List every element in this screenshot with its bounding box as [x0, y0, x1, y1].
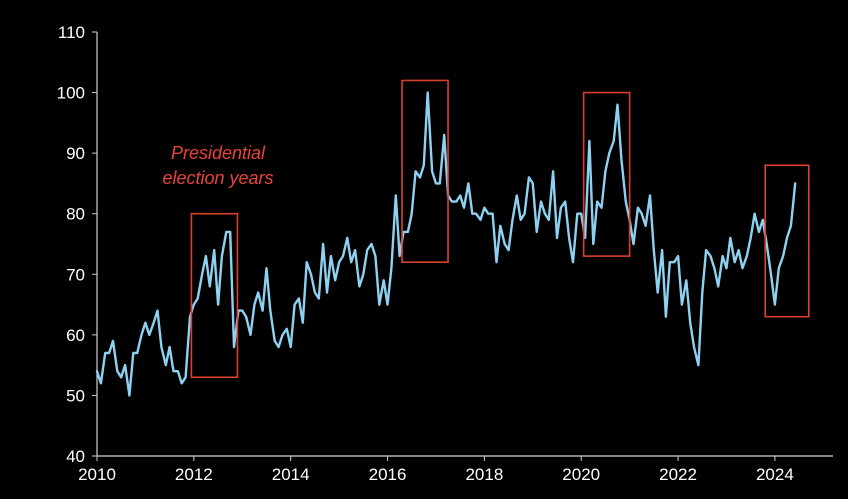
x-tick-label: 2010 — [78, 465, 116, 484]
x-tick-label: 2014 — [272, 465, 310, 484]
series — [95, 91, 797, 397]
highlight-boxes — [190, 79, 810, 379]
y-tick-label: 40 — [66, 447, 85, 466]
x-tick-label: 2024 — [756, 465, 794, 484]
y-tick-label: 70 — [66, 265, 85, 284]
election-year-box — [764, 164, 810, 318]
axes — [96, 32, 833, 457]
series-line — [95, 91, 797, 397]
x-tick-label: 2018 — [465, 465, 503, 484]
x-tick-labels: 2010 2012 2014 2016 2018 2020 2022 2024 — [78, 456, 794, 484]
x-tick-label: 2020 — [562, 465, 600, 484]
y-tick-labels: 40 50 60 70 80 90 100 110 — [57, 23, 97, 466]
y-tick-label: 80 — [66, 205, 85, 224]
y-tick-label: 110 — [58, 23, 85, 42]
election-year-box — [401, 79, 449, 263]
x-tick-label: 2016 — [369, 465, 407, 484]
annotation-line-1: Presidential — [171, 143, 266, 163]
y-tick-label: 50 — [66, 386, 85, 405]
election-year-box — [582, 91, 631, 257]
annotation-line-2: election years — [162, 168, 273, 188]
y-tick-label: 60 — [66, 326, 85, 345]
y-tick-label: 90 — [66, 144, 85, 163]
x-tick-label: 2022 — [659, 465, 697, 484]
y-tick-label: 100 — [57, 84, 85, 103]
x-tick-label: 2012 — [175, 465, 213, 484]
election-year-box — [190, 212, 239, 379]
